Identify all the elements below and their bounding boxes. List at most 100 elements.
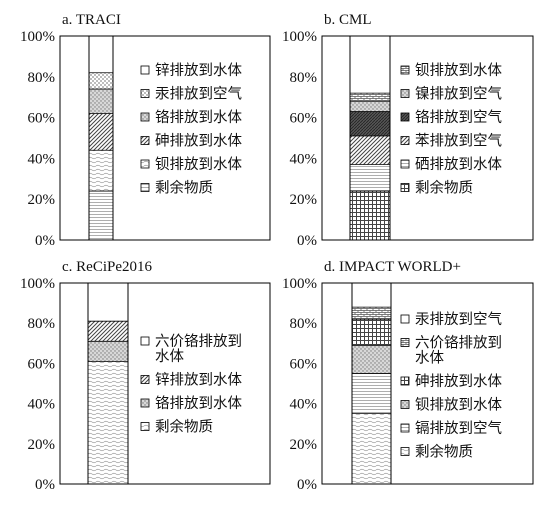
bar-segment (350, 111, 390, 136)
bar-segment (352, 373, 391, 414)
legend-label: 汞排放到空气 (415, 311, 502, 328)
legend-swatch (400, 89, 410, 98)
y-tick-label: 60% (28, 111, 56, 127)
legend-item: 钡排放到水体 (400, 62, 502, 79)
legend-label: 苯排放到空气 (415, 133, 502, 150)
bar-outline (351, 282, 392, 485)
y-tick-label: 40% (28, 151, 56, 167)
y-tick-label: 80% (28, 316, 56, 332)
y-tick-label: 100% (20, 29, 55, 45)
bar-segment (89, 72, 113, 90)
legend-label: 镉排放到空气 (415, 420, 502, 437)
plot-frame (321, 282, 534, 485)
legend-swatch (400, 400, 410, 409)
legend-item: 汞排放到空气 (400, 311, 502, 328)
legend-label: 镍排放到空气 (415, 86, 502, 103)
legend-item: 锌排放到水体 (140, 62, 242, 79)
y-tick-label: 0% (297, 233, 317, 249)
legend-label: 剩余物质 (155, 179, 213, 197)
bar-outline (88, 35, 114, 241)
legend-label: 六价铬排放到水体 (415, 335, 502, 367)
y-tick-label: 40% (28, 397, 56, 413)
legend-label: 剩余物质 (155, 418, 213, 436)
legend-label: 铬排放到空气 (415, 109, 502, 126)
legend-label: 剩余物质 (415, 443, 473, 461)
bar-outline (87, 282, 129, 485)
legend-label: 砷排放到水体 (415, 373, 502, 390)
bar-segment (352, 345, 391, 374)
bar-segment (89, 113, 113, 151)
legend-swatch (400, 159, 410, 169)
legend-swatch (140, 336, 150, 346)
legend-swatch (400, 65, 410, 75)
y-tick-label: 40% (290, 397, 318, 413)
legend-item: 剩余物质 (140, 418, 213, 436)
legend-label: 六价铬排放到水体 (155, 333, 242, 365)
bar-segment (88, 341, 128, 362)
panel-title: d. IMPACT WORLD+ (324, 259, 461, 275)
legend-item: 镉排放到空气 (400, 420, 502, 437)
legend-swatch (140, 183, 150, 192)
panel-title: a. TRACI (62, 12, 121, 28)
legend-label: 锌排放到水体 (155, 62, 242, 79)
y-tick-label: 60% (28, 356, 56, 372)
legend-swatch (400, 183, 410, 192)
legend-swatch (140, 112, 150, 122)
bar-segment (352, 307, 391, 320)
plot-frame (321, 35, 534, 241)
legend-item: 锌排放到水体 (140, 372, 242, 389)
legend-swatch (400, 136, 410, 145)
legend-item: 汞排放到空气 (140, 86, 242, 103)
legend-swatch (400, 376, 410, 386)
legend-swatch (400, 447, 410, 456)
legend-swatch (400, 338, 410, 347)
legend-item: 剩余物质 (400, 443, 473, 461)
legend-item: 铬排放到水体 (140, 395, 242, 412)
legend-label: 砷排放到水体 (155, 133, 242, 150)
legend-swatch (400, 423, 410, 433)
bar-segment (89, 36, 113, 73)
legend-item: 砷排放到水体 (140, 133, 242, 150)
legend-swatch (400, 314, 410, 324)
y-tick-label: 100% (20, 276, 55, 292)
y-tick-label: 100% (282, 29, 317, 45)
y-tick-label: 60% (290, 356, 318, 372)
bar-segment (89, 150, 113, 192)
y-tick-label: 20% (290, 192, 318, 208)
y-tick-label: 20% (28, 192, 56, 208)
bar-outline (349, 35, 391, 241)
chart-panel: b. CML 0% 20% 40% 60% 80% 100% 钡排放到水体镍排放到空气铬排放到… (282, 12, 534, 249)
legend-item: 苯排放到空气 (400, 133, 502, 150)
bar-segment (89, 191, 113, 240)
plot-frame (59, 282, 271, 485)
bar-segment (88, 283, 128, 322)
y-tick-label: 0% (35, 233, 55, 249)
legend-item: 砷排放到水体 (400, 373, 502, 390)
legend-item: 硒排放到水体 (400, 156, 502, 173)
legend-swatch (140, 136, 150, 145)
bar-segment (350, 164, 390, 192)
legend-label: 铬排放到水体 (155, 395, 242, 412)
legend-item: 镍排放到空气 (400, 86, 502, 103)
legend-label: 钡排放到水体 (415, 397, 502, 414)
legend-label: 锌排放到水体 (155, 372, 242, 389)
legend-swatch (140, 89, 150, 98)
legend-item: 铬排放到水体 (140, 109, 242, 126)
bar-segment (352, 319, 391, 346)
y-tick-label: 20% (290, 437, 318, 453)
y-tick-label: 80% (28, 70, 56, 86)
legend-item: 六价铬排放到水体 (400, 335, 502, 367)
legend-item: 剩余物质 (400, 179, 473, 197)
legend-item: 钡排放到水体 (140, 156, 242, 173)
bar-segment (350, 36, 390, 94)
legend-label: 铬排放到水体 (155, 109, 242, 126)
plot-frame (59, 35, 271, 241)
legend-swatch (140, 422, 150, 431)
legend-label: 剩余物质 (415, 179, 473, 197)
legend-item: 六价铬排放到水体 (140, 333, 242, 365)
y-tick-label: 60% (290, 111, 318, 127)
legend-item: 剩余物质 (140, 179, 213, 197)
bar-segment (350, 93, 390, 102)
legend-swatch (140, 375, 150, 384)
